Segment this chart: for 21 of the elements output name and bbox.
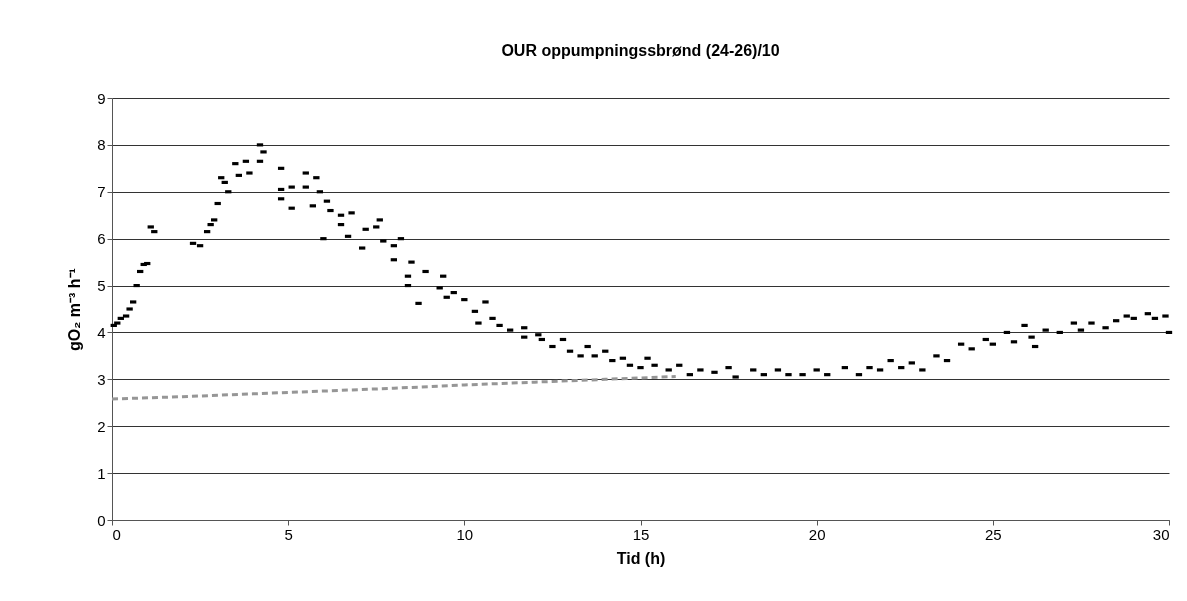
y-tick-label: 8 — [97, 136, 106, 154]
y-tick-label: 0 — [97, 511, 106, 529]
chart-title: OUR oppumpningssbrønd (24-26)/10 — [501, 42, 780, 59]
x-axis-title: Tid (h) — [616, 549, 666, 567]
line-series — [110, 375, 678, 401]
y-tick-label: 1 — [97, 464, 106, 482]
x-tick-label: 20 — [808, 525, 826, 543]
y-tick-label: 2 — [97, 417, 106, 435]
x-tick-label: 25 — [984, 525, 1002, 543]
y-axis-title: gO₂ m⁻³ h⁻¹ — [66, 268, 84, 351]
x-tick-label: 10 — [456, 525, 474, 543]
x-tick-label: 15 — [632, 525, 650, 543]
x-tick-label: 0 — [112, 525, 121, 543]
y-tick-label: 4 — [97, 323, 106, 341]
y-tick-label: 7 — [97, 183, 106, 201]
y-tick-label: 5 — [97, 277, 106, 295]
y-tick-label: 6 — [97, 230, 106, 248]
y-tick-label: 9 — [97, 89, 106, 107]
x-tick-label: 30 — [1152, 525, 1170, 543]
x-tick-label: 5 — [284, 525, 293, 543]
y-tick-label: 3 — [97, 370, 106, 388]
